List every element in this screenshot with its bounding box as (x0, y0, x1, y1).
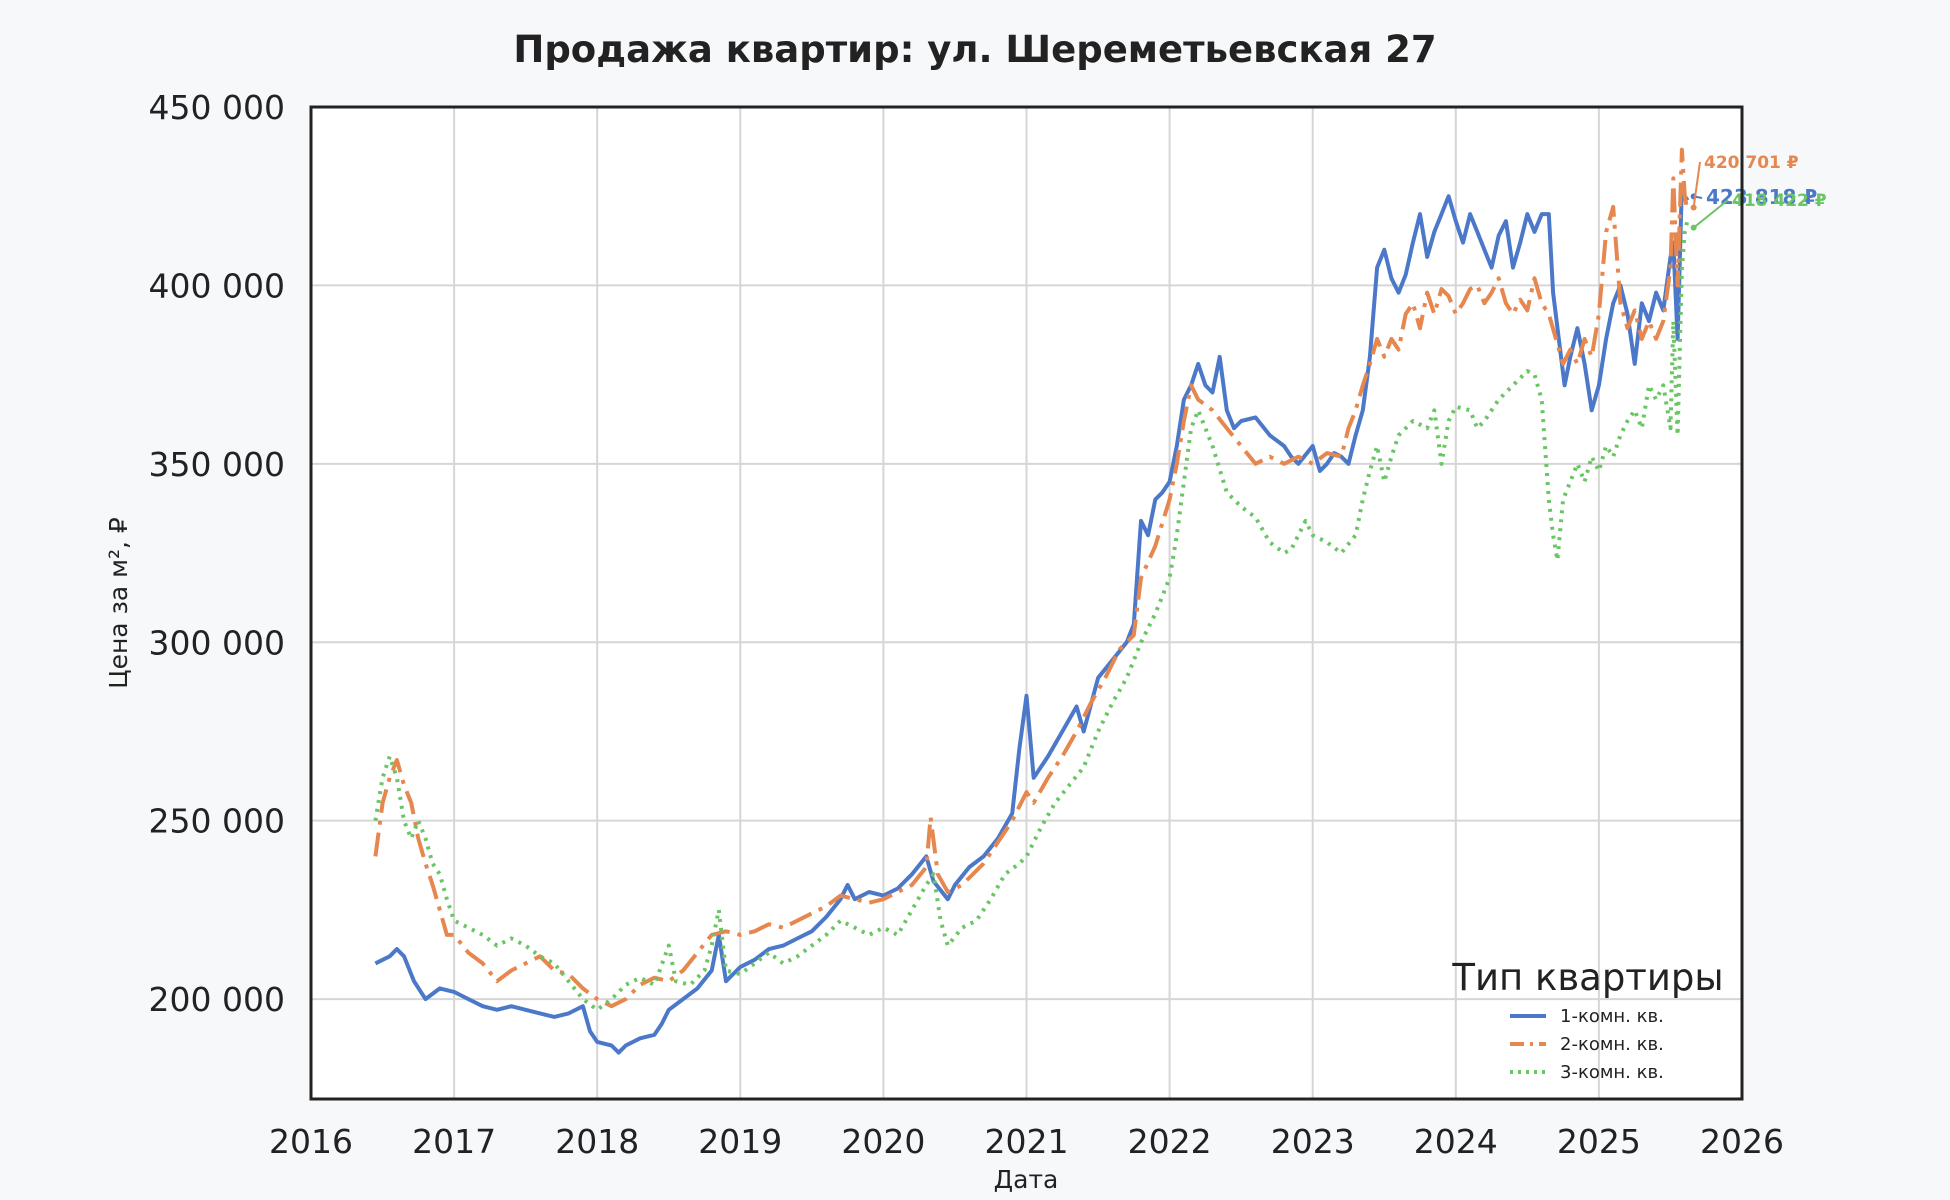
x-axis-label: Дата (994, 1165, 1059, 1194)
chart-title: Продажа квартир: ул. Шереметьевская 27 (513, 28, 1436, 71)
annotation-arrow (1692, 199, 1729, 229)
series-line-3 (373, 219, 1690, 1012)
series-group (373, 147, 1690, 1055)
x-tick-label: 2026 (1700, 1122, 1784, 1161)
x-tick-label: 2022 (1128, 1122, 1212, 1161)
series-end-label: 418 422 ₽ (1732, 191, 1827, 211)
x-tick-label: 2019 (698, 1122, 782, 1161)
series-end-label: 420 701 ₽ (1704, 153, 1799, 173)
plot-frame (309, 105, 1744, 1101)
legend-entry: 3-комн. кв. (1560, 1062, 1664, 1083)
y-tick-label: 450 000 (149, 88, 285, 127)
series-end-label: 423 818 ₽ (1706, 185, 1817, 209)
annotation-arrow (1692, 161, 1701, 208)
annotation-arrowhead (1690, 224, 1697, 231)
x-tick-label: 2017 (412, 1122, 496, 1161)
y-tick-label: 350 000 (149, 445, 285, 484)
legend-entry: 1-комн. кв. (1560, 1006, 1664, 1027)
legend-entry: 2-комн. кв. (1560, 1034, 1664, 1055)
legend-items: 1-комн. кв. 2-комн. кв. 3-комн. кв. (1510, 1006, 1664, 1083)
x-tick-label: 2018 (555, 1122, 639, 1161)
x-tick-label: 2016 (269, 1122, 353, 1161)
y-tick-label: 250 000 (149, 802, 285, 841)
annotation-arrowhead (1690, 204, 1697, 211)
y-axis-label: Цена за м², ₽ (104, 517, 133, 689)
series-line-2 (373, 147, 1690, 1009)
y-tick-label: 400 000 (149, 266, 285, 305)
y-tick-label: 300 000 (149, 623, 285, 662)
x-tick-label: 2021 (985, 1122, 1069, 1161)
x-tick-label: 2025 (1557, 1122, 1641, 1161)
legend-title: Тип квартиры (1451, 956, 1723, 999)
x-axis-ticks: 2016 2017 2018 2019 2020 2021 2022 2023 2024 2025… (269, 1122, 1784, 1161)
x-tick-label: 2024 (1414, 1122, 1498, 1161)
x-tick-label: 2023 (1271, 1122, 1355, 1161)
y-tick-label: 200 000 (149, 980, 285, 1019)
series-line-1 (374, 183, 1690, 1055)
legend: Тип квартиры 1-комн. кв. 2-комн. кв. 3-ком… (1451, 956, 1723, 1083)
x-tick-label: 2020 (841, 1122, 925, 1161)
y-axis-ticks: 200 000 250 000 300 000 350 000 400 000 450 0… (149, 88, 285, 1019)
end-labels: 423 818 ₽ 420 701 ₽ 418 422 ₽ (1690, 153, 1827, 231)
